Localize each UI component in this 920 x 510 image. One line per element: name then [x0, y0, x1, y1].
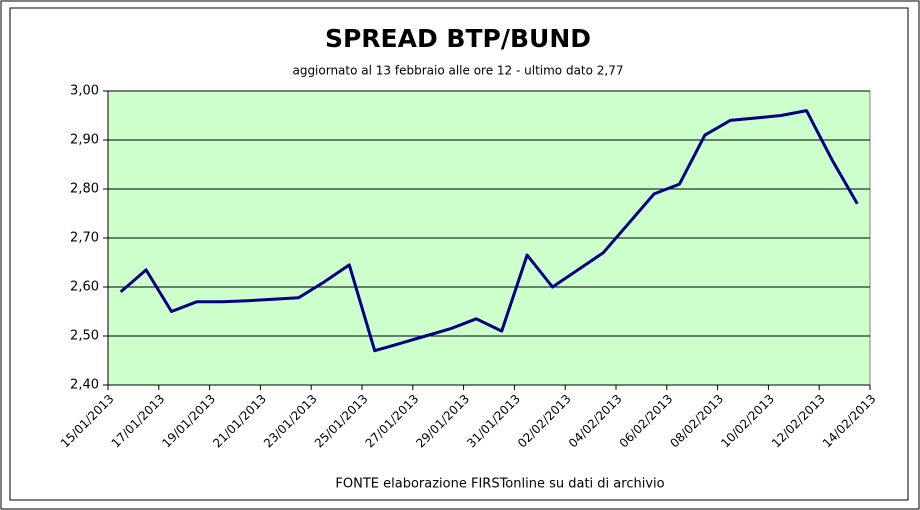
chart-subtitle: aggiornato al 13 febbraio alle ore 12 - … [292, 64, 623, 78]
y-tick-label: 3,00 [70, 84, 99, 99]
y-tick-label: 2,60 [70, 280, 99, 295]
y-tick-label: 2,50 [70, 329, 99, 344]
y-tick-label: 2,70 [70, 231, 99, 246]
chart-title: SPREAD BTP/BUND [325, 24, 591, 53]
data-line [119, 109, 859, 353]
y-tick-label: 2,90 [70, 133, 99, 148]
source-note: FONTE elaborazione FIRSTonline su dati d… [335, 477, 664, 492]
y-tick-label: 2,80 [70, 182, 99, 197]
y-tick-label: 2,40 [70, 378, 99, 393]
